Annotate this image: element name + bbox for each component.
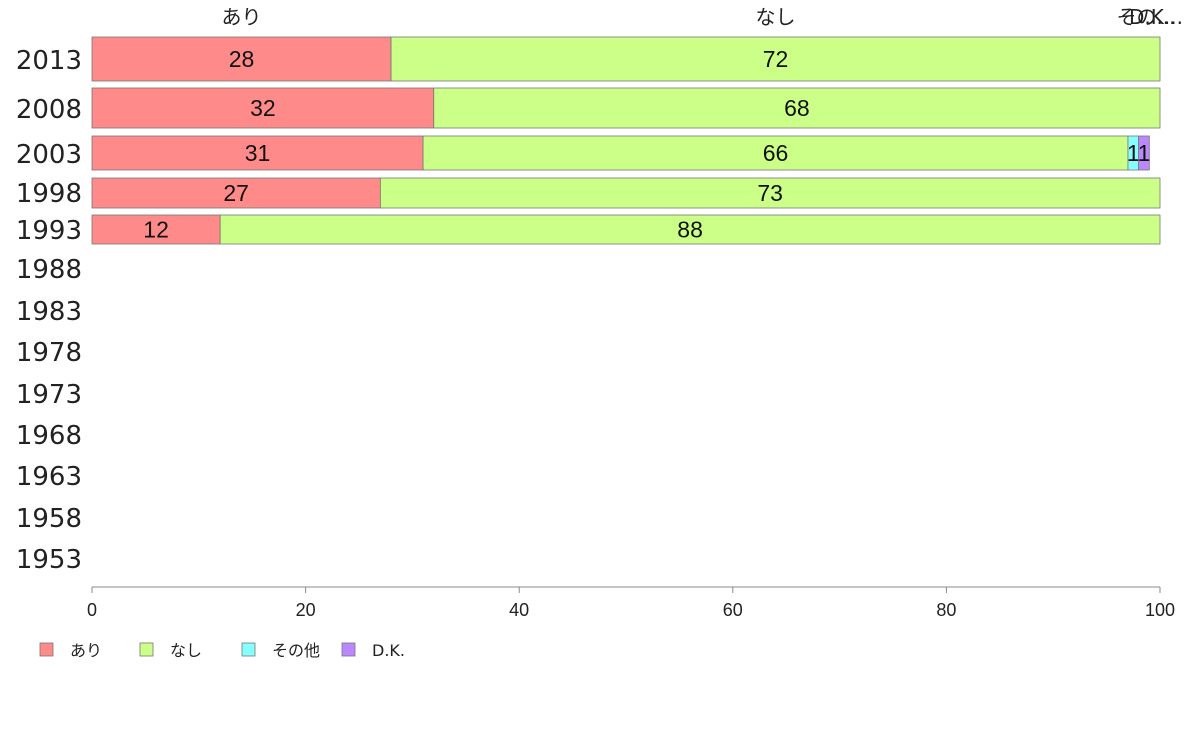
bar-label-2003-series-2: 1 <box>1127 140 1140 166</box>
bar-label-2008-series-1: 68 <box>784 95 810 121</box>
top-label-2: その... <box>1116 5 1175 29</box>
top-category-labels: あり なし その...D.K... <box>222 5 1183 29</box>
legend: あり なし その他 D.K. <box>39 641 405 660</box>
legend-swatch-2 <box>241 642 256 657</box>
year-label-2003: 2003 <box>16 140 82 170</box>
year-label-1963: 1963 <box>16 462 82 492</box>
x-tick-label-100: 100 <box>1145 600 1175 620</box>
legend-swatch-3 <box>341 642 356 657</box>
bar-2003-series-0 <box>91 135 424 171</box>
bar-2008-series-0 <box>91 87 435 129</box>
bar-label-1993-series-0: 12 <box>143 217 169 243</box>
x-tick-label-0: 0 <box>87 600 97 620</box>
year-label-1983: 1983 <box>16 297 82 327</box>
year-label-2008: 2008 <box>16 95 82 125</box>
legend-swatch-1 <box>139 642 154 657</box>
bar-label-1993-series-1: 88 <box>677 217 703 243</box>
bar-2008-series-1 <box>433 87 1161 129</box>
bar-1998-series-0 <box>91 177 381 209</box>
x-tick-label-40: 40 <box>509 600 529 620</box>
year-label-1998: 1998 <box>16 179 82 209</box>
legend-label-3: D.K. <box>372 641 405 660</box>
bar-label-1998-series-0: 27 <box>223 180 249 206</box>
legend-label-2: その他 <box>272 641 320 660</box>
legend-swatch-0 <box>39 642 54 657</box>
top-label-3: D.K... <box>1129 5 1183 29</box>
bar-2013-series-0 <box>91 36 392 82</box>
year-label-2013: 2013 <box>16 46 82 76</box>
bar-1998-series-1 <box>379 177 1161 209</box>
bar-2003-series-3 <box>1138 135 1150 171</box>
bar-2013-series-1 <box>390 36 1161 82</box>
bars: 28 72 32 68 31 66 11 27 73 12 88 <box>91 36 1161 245</box>
legend-label-0: あり <box>70 641 102 660</box>
year-label-1993: 1993 <box>16 216 82 246</box>
bar-label-2013-series-1: 72 <box>763 46 789 72</box>
bar-1993-series-0 <box>91 214 221 245</box>
x-tick-label-20: 20 <box>296 600 316 620</box>
bar-label-1998-series-1: 73 <box>757 180 783 206</box>
x-tick-label-60: 60 <box>723 600 743 620</box>
bar-label-2003-series-1: 66 <box>763 140 789 166</box>
bar-label-2013-series-0: 28 <box>229 46 255 72</box>
year-label-1973: 1973 <box>16 380 82 410</box>
year-label-1988: 1988 <box>16 255 82 285</box>
bar-label-2003-series-0: 31 <box>245 140 271 166</box>
bar-label-2008-series-0: 32 <box>250 95 276 121</box>
year-label-1968: 1968 <box>16 421 82 451</box>
x-axis: 0 20 40 60 80 100 <box>87 586 1175 620</box>
year-label-1978: 1978 <box>16 338 82 368</box>
bar-2003-series-1 <box>422 135 1129 171</box>
legend-label-1: なし <box>170 641 202 660</box>
top-label-0: あり <box>222 5 262 29</box>
bar-label-2003-series-3: 1 <box>1138 140 1151 166</box>
year-label-1958: 1958 <box>16 504 82 534</box>
year-label-1953: 1953 <box>16 545 82 575</box>
bar-1993-series-1 <box>219 214 1161 245</box>
year-axis-labels: 2013 2008 2003 1998 1993 1988 1983 1978 1973 1968… <box>16 46 82 575</box>
top-label-1: なし <box>756 5 796 29</box>
x-tick-label-80: 80 <box>936 600 956 620</box>
